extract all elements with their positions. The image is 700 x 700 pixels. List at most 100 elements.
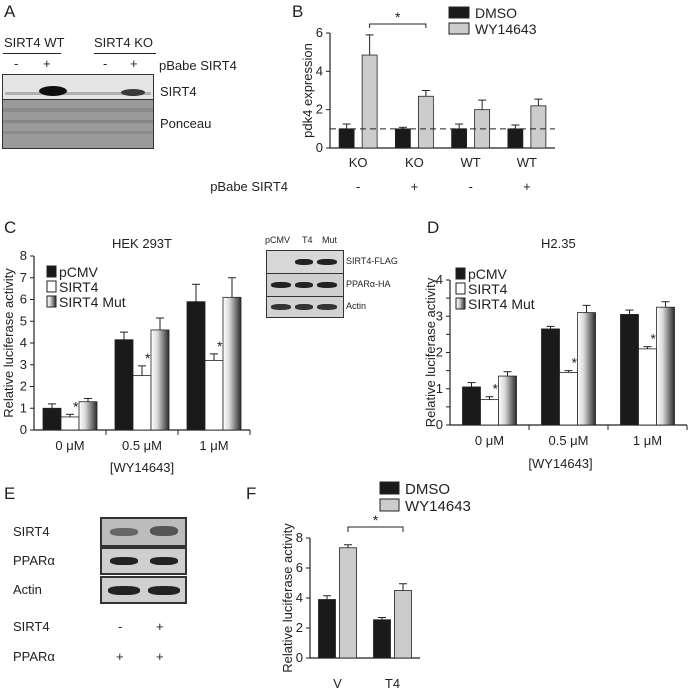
legend-label: WY14643 [405, 498, 471, 515]
bar [60, 416, 80, 431]
legend-swatch [379, 498, 400, 512]
y-tick-label: 8 [296, 530, 303, 545]
blot-lane-label: pCMV [265, 235, 291, 245]
legend-swatch [46, 295, 57, 308]
ppara-ha-blot [266, 273, 344, 297]
bar [480, 399, 499, 426]
y-tick-label: 1 [436, 381, 443, 396]
y-tick-label: 8 [20, 248, 27, 263]
y-tick-label: 3 [20, 357, 27, 372]
genotype-label: KO [349, 155, 368, 170]
blot-row-label: Actin [346, 301, 367, 311]
legend-label: pCMV [59, 264, 99, 280]
significance-star: * [395, 9, 401, 25]
legend-label: SIRT4 Mut [59, 294, 126, 310]
y-tick-label: 4 [296, 590, 303, 605]
bar [451, 128, 468, 149]
legend-label: WY14643 [475, 21, 537, 37]
legend-label: SIRT4 Mut [468, 296, 535, 312]
condition-label: PPARα [13, 649, 55, 664]
legend-swatch [455, 297, 466, 310]
group-ko-underline [94, 53, 156, 54]
legend-swatch [455, 282, 466, 295]
y-axis-label: pdk4 expression [300, 43, 315, 138]
y-tick-label: 2 [20, 379, 27, 394]
legend-swatch [455, 267, 466, 280]
bar [541, 328, 560, 426]
group-wt-label: SIRT4 WT [4, 35, 65, 50]
treatment-sign: - [356, 179, 360, 194]
blot-row-label: Actin [13, 582, 42, 597]
bar [361, 54, 378, 149]
treatment-label: pBabe SIRT4 [159, 58, 237, 73]
treatment-sign: + [523, 179, 531, 194]
genotype-label: WT [517, 155, 537, 170]
significance-bracket [369, 23, 427, 28]
bar [530, 105, 547, 149]
lane-sign: - [14, 56, 19, 71]
legend-swatch [379, 481, 400, 495]
bar [577, 312, 596, 426]
bar [394, 590, 412, 659]
x-tick-label: 1 μM [633, 433, 662, 448]
bar [638, 348, 657, 426]
y-tick-label: 4 [316, 63, 323, 78]
x-tick-label: 0 μM [475, 433, 504, 448]
treatment-sign: + [411, 179, 419, 194]
lane-sign: + [43, 56, 51, 71]
x-tick-label: 0 μM [55, 438, 84, 453]
bar [204, 359, 224, 431]
y-tick-label: 7 [20, 270, 27, 285]
y-tick-label: 0 [20, 422, 27, 437]
significance-bracket [347, 526, 404, 532]
blot-lane-label: Mut [322, 235, 338, 245]
significance-star: * [651, 331, 657, 347]
y-tick-label: 5 [20, 313, 27, 328]
ponceau-row-label: Ponceau [160, 116, 212, 131]
bar [620, 314, 639, 426]
condition-label: SIRT4 [13, 619, 50, 634]
condition-sign: + [156, 649, 164, 664]
x-tick-label: 0.5 μM [122, 438, 162, 453]
bar [338, 128, 355, 149]
significance-star: * [73, 398, 79, 414]
legend-swatch [46, 280, 57, 293]
lane-sign: + [130, 56, 138, 71]
y-tick-label: 1 [20, 400, 27, 415]
genotype-label: WT [461, 155, 481, 170]
x-tick-label: T4 [385, 676, 400, 691]
ponceau-blot [2, 99, 154, 149]
genotype-label: KO [405, 155, 424, 170]
bar [498, 375, 517, 426]
treatment-sign: - [468, 179, 472, 194]
legend-label: DMSO [475, 5, 517, 21]
x-axis-label: [WY14643] [110, 460, 174, 475]
y-tick-label: 3 [436, 308, 443, 323]
sirt4-blot [100, 517, 187, 547]
panel-f-letter: F [246, 484, 257, 503]
panel-d-letter: D [427, 218, 440, 237]
condition-sign: + [116, 649, 124, 664]
bar [656, 306, 675, 426]
legend-label: DMSO [405, 481, 450, 498]
y-tick-label: 0 [296, 650, 303, 665]
y-tick-label: 0 [436, 417, 443, 432]
y-axis-label: Relative luciferase activity [280, 523, 295, 673]
blot-row-label: PPARα [13, 553, 55, 568]
panel-d-cell-line: H2.35 [541, 236, 576, 251]
legend-swatch [448, 6, 470, 19]
y-tick-label: 6 [316, 25, 323, 40]
significance-star: * [217, 338, 223, 354]
y-tick-label: 2 [316, 102, 323, 117]
y-axis-label: Relative luciferase activity [1, 268, 16, 418]
significance-star: * [572, 355, 578, 371]
y-tick-label: 4 [436, 272, 443, 287]
significance-star: * [373, 512, 379, 528]
bar [462, 386, 481, 426]
bar [78, 401, 98, 431]
legend-label: pCMV [468, 266, 508, 282]
bar [559, 372, 578, 426]
group-ko-label: SIRT4 KO [94, 35, 154, 50]
x-tick-label: 0.5 μM [548, 433, 588, 448]
condition-sign: - [118, 619, 123, 634]
